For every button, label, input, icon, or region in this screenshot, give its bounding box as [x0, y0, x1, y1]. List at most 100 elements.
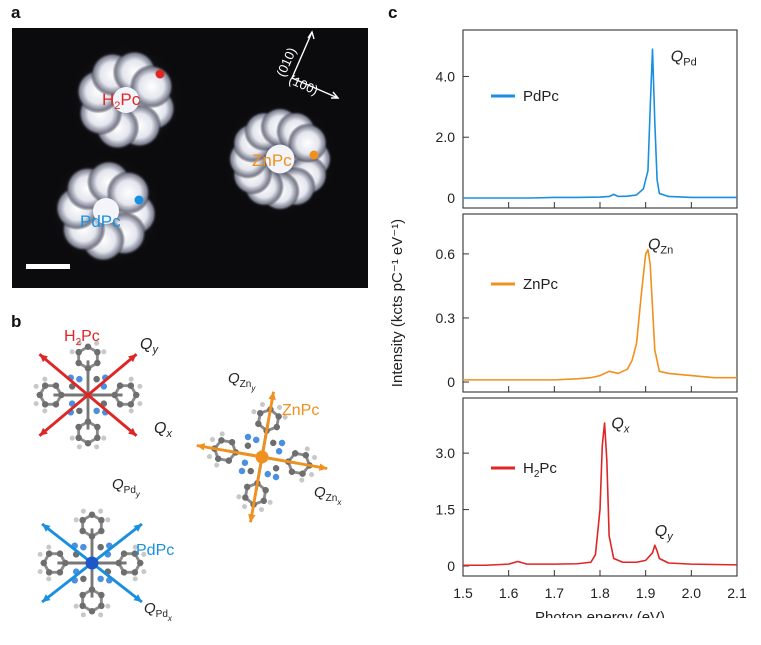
hydrogen-atom [309, 471, 315, 478]
spectrum-line-ZnPc [463, 248, 737, 381]
hydrogen-atom [267, 499, 273, 505]
nitrogen-atom [93, 407, 100, 415]
hydrogen-atom [251, 409, 257, 415]
legend-label: H2Pc [523, 460, 557, 480]
carbon-atom [88, 608, 96, 615]
carbon-atom [56, 550, 64, 557]
h2pc-structure [33, 340, 143, 450]
arrow-head [318, 463, 328, 471]
spectra-subplots: 0 2.0 4.0 PdPc QPd 0 0.3 0.6 ZnPc QZn 0 1.5 3.0 H2Pc Q… [436, 29, 738, 577]
hydrogen-atom [206, 453, 212, 460]
peak-label: Qy [655, 523, 674, 543]
spectra-chart: Intensity (kcts pC⁻¹ eV⁻¹) Photon energy… [389, 29, 747, 618]
scale-bar [26, 264, 70, 269]
nitrogen-atom [244, 433, 252, 441]
carbon-atom [97, 543, 104, 551]
h2pc-label: H2Pc [102, 90, 141, 112]
peak-label: Qx [611, 416, 629, 436]
carbon-atom [79, 527, 86, 535]
carbon-atom [98, 602, 105, 610]
carbon-atom [120, 550, 128, 557]
palladium-atom [85, 556, 99, 570]
znpc-structure-label: ZnPc [282, 402, 319, 419]
molecule-center [92, 197, 120, 225]
carbon-atom [93, 375, 100, 383]
y-tick-label: 0 [447, 190, 455, 206]
pdpc-molecule-image [47, 152, 165, 270]
carbon-atom [270, 439, 277, 447]
arrow-head [42, 523, 51, 532]
carbon-atom [88, 511, 96, 518]
hydrogen-atom [46, 576, 52, 582]
hydrogen-atom [137, 383, 143, 389]
carbon-atom [84, 343, 92, 350]
hydrogen-atom [42, 408, 48, 414]
hydrogen-atom [259, 401, 266, 407]
x-tick-label: 1.5 [453, 585, 473, 601]
carbon-atom [111, 391, 118, 399]
znpc-qy-label: QZny [228, 370, 256, 393]
carbon-atom [256, 409, 264, 417]
hydrogen-atom [76, 444, 82, 450]
subplot-frame [462, 397, 738, 577]
carbon-atom [260, 497, 268, 505]
molecule-center [112, 86, 140, 114]
hydrogen-atom [241, 504, 248, 510]
x-tick-label: 2.0 [682, 585, 702, 601]
hydrogen-atom [94, 444, 100, 450]
carbon-atom [242, 494, 249, 501]
carbon-atom [244, 442, 252, 449]
y-axis-label: Intensity (kcts pC⁻¹ eV⁻¹) [389, 219, 406, 387]
hydrogen-atom [132, 544, 138, 550]
molecule-center [265, 144, 295, 174]
znpc-marker [309, 150, 319, 160]
arrow-head [39, 427, 48, 436]
hydrogen-atom [42, 376, 48, 382]
hydrogen-atom [282, 414, 288, 420]
carbon-atom [79, 602, 86, 610]
hydrogen-atom [69, 435, 75, 441]
hydrogen-atom [214, 462, 220, 468]
hydrogen-atom [141, 569, 147, 575]
hydrogen-atom [37, 551, 43, 557]
carbon-atom [56, 569, 64, 576]
crystal-direction-arrows [291, 30, 340, 99]
hydrogen-atom [141, 551, 147, 557]
nitrogen-atom [278, 439, 286, 447]
hydrogen-atom [137, 401, 143, 407]
nitrogen-atom [264, 470, 271, 478]
carbon-atom [79, 516, 86, 524]
hydrogen-atom [94, 340, 100, 346]
carbon-atom [116, 401, 124, 408]
carbon-atom [98, 527, 105, 535]
carbon-atom [275, 413, 282, 420]
arrow-head [196, 443, 206, 451]
carbon-atom [79, 591, 86, 599]
y-tick-label: 2.0 [436, 129, 456, 145]
hydrogen-atom [236, 494, 242, 500]
carbon-atom [218, 437, 225, 444]
transition-dipole-arrow [38, 353, 138, 437]
nitrogen-atom [80, 543, 87, 551]
pdpc-label: PdPc [80, 212, 121, 231]
nitrogen-atom [272, 473, 280, 481]
arrow-head [268, 391, 276, 401]
x-axis-label: Photon energy (eV) [535, 609, 665, 618]
spectrum-line-PdPc [463, 48, 737, 199]
nitrogen-atom [76, 375, 83, 383]
carbon-atom [262, 486, 269, 494]
carbon-atom [272, 465, 280, 472]
hydrogen-atom [105, 603, 111, 609]
znpc-structure [196, 391, 328, 523]
carbon-atom [88, 586, 96, 593]
carbon-atom [120, 569, 128, 576]
h2pc-marker [155, 69, 165, 79]
carbon-atom [228, 438, 236, 446]
subplot-frame [462, 213, 738, 393]
arrow-head [133, 594, 142, 603]
legend-label: ZnPc [523, 276, 559, 293]
hydrogen-atom [69, 349, 75, 355]
carbon-atom [302, 451, 310, 459]
hydrogen-atom [33, 383, 39, 389]
carbon-atom [80, 575, 87, 583]
